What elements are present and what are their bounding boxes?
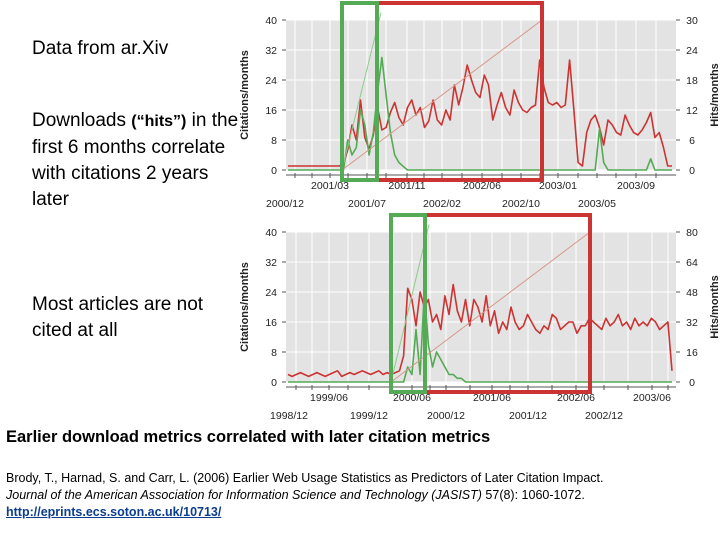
chart1-x-lower-label: 2001/07 (348, 198, 386, 210)
figure-caption: Earlier download metrics correlated with… (6, 428, 491, 446)
chart2-x-upper-label: 2001/06 (473, 392, 511, 404)
chart1-x-upper-label: 2003/01 (539, 180, 577, 192)
chart2-left-tick-label: 8 (271, 347, 277, 359)
chart1-x-lower-label: 2003/05 (578, 198, 616, 210)
reference: Brody, T., Harnad, S. and Carr, L. (2006… (6, 470, 718, 521)
chart2-right-tick-label: 0 (689, 377, 695, 389)
chart2-x-upper-label: 2000/06 (393, 392, 431, 404)
chart1-x-upper-label: 2002/06 (463, 180, 501, 192)
chart1-left-tick-label: 40 (265, 15, 277, 27)
reference-journal: Journal of the American Association for … (6, 488, 482, 502)
chart2-plot-background (286, 232, 676, 382)
chart1-x-upper-label: 2001/11 (388, 180, 425, 192)
chart2-right-tick-label: 16 (686, 347, 698, 359)
bullet-downloads-rest: in the first 6 months correlate with cit… (32, 110, 239, 210)
chart2-right-tick-label: 48 (686, 287, 698, 299)
chart2-y-axis-title: Citations/months (239, 262, 251, 352)
chart2-x-upper-label: 2002/06 (557, 392, 595, 404)
chart2-right-tick-label: 80 (686, 227, 698, 239)
chart1-right-tick-label: 0 (689, 165, 695, 177)
chart2-series-line-1 (288, 291, 672, 383)
chart1-y2-axis-title: Hits/months (709, 63, 720, 127)
chart2-x-lower-label: 2001/12 (509, 410, 547, 422)
chart2-left-tick-label: 32 (265, 257, 277, 269)
chart1-series-line-0 (288, 59, 672, 167)
chart1-right-tick-label: 24 (686, 45, 698, 57)
chart1-left-tick-label: 16 (265, 105, 277, 117)
reference-link[interactable]: http://eprints.ecs.soton.ac.uk/10713/ (6, 505, 222, 519)
reference-journal-line: Journal of the American Association for … (6, 487, 718, 504)
reference-authors-title: Brody, T., Harnad, S. and Carr, L. (2006… (6, 471, 604, 485)
chart2-right-tick-label: 32 (686, 317, 698, 329)
chart2-x-upper-label: 1999/06 (310, 392, 348, 404)
chart2-x-lower-label: 2000/12 (427, 410, 465, 422)
chart1-x-lower-label: 2002/02 (423, 198, 461, 210)
reference-details: 57(8): 1060-1072. (481, 488, 585, 502)
chart1-left-tick-label: 32 (265, 45, 277, 57)
bullet-not-cited: Most articles are not cited at all (32, 294, 204, 341)
chart2-download-window-box (389, 213, 427, 394)
chart1-left-tick-label: 24 (265, 75, 277, 87)
chart1-right-tick-label: 18 (686, 75, 698, 87)
chart2-x-upper-label: 2003/06 (633, 392, 671, 404)
chart2-left-tick-label: 16 (265, 317, 277, 329)
chart2-x-lower-label: 1999/12 (350, 410, 388, 422)
reference-link-line: http://eprints.ecs.soton.ac.uk/10713/ (6, 504, 718, 521)
chart2-left-tick-label: 0 (271, 377, 277, 389)
chart2-left-tick-label: 40 (265, 227, 277, 239)
chart1-series-line-1 (288, 56, 672, 171)
bullet-downloads-lead: Downloads (32, 110, 132, 131)
chart2-right-tick-label: 64 (686, 257, 698, 269)
chart1-left-tick-label: 0 (271, 165, 277, 177)
chart2-x-lower-label: 1998/12 (270, 410, 308, 422)
bullet-downloads: Downloads (“hits”) in the first 6 months… (32, 108, 247, 213)
chart1-left-tick-label: 8 (271, 135, 277, 147)
chart1-series-line-3 (341, 12, 382, 171)
chart1-y-axis-title: Citations/months (239, 50, 251, 140)
chart2-y2-axis-title: Hits/months (709, 275, 720, 339)
chart1-x-lower-label: 2000/12 (266, 198, 304, 210)
chart1-right-tick-label: 12 (686, 105, 698, 117)
chart2-x-lower-label: 2002/12 (585, 410, 623, 422)
bullet-downloads-hits: (“hits”) (131, 113, 187, 130)
chart1-download-window-box (340, 1, 379, 182)
chart1-x-upper-label: 2003/09 (617, 180, 655, 192)
chart2-left-tick-label: 24 (265, 287, 277, 299)
bullet-data-source: Data from ar.Xiv (32, 38, 169, 59)
chart1-right-tick-label: 30 (686, 15, 698, 27)
chart2-series-line-3 (390, 224, 430, 383)
chart1-right-tick-label: 6 (689, 135, 695, 147)
chart1-x-upper-label: 2001/03 (311, 180, 349, 192)
chart1-x-lower-label: 2002/10 (502, 198, 540, 210)
